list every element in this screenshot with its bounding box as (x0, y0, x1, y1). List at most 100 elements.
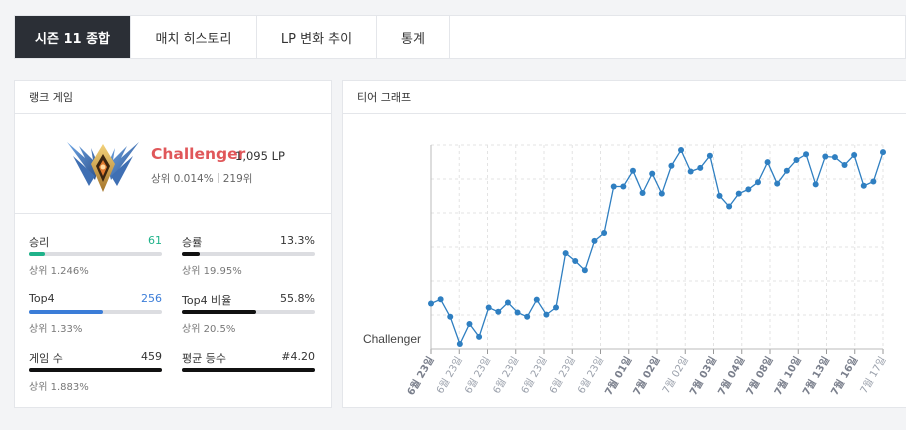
data-point (687, 168, 694, 175)
x-tick-label: 7월 01일 (602, 354, 635, 398)
data-point (735, 190, 742, 197)
stat-top4: Top4 256 상위 1.33% (29, 292, 162, 335)
data-point (678, 147, 685, 154)
data-point (841, 162, 848, 169)
data-point (697, 164, 704, 171)
stat-bar (29, 252, 162, 256)
tier-graph-title: 티어 그래프 (343, 81, 906, 114)
data-point (629, 167, 636, 174)
stat-value: 61 (148, 234, 162, 247)
x-tick-label: 7월 02일 (660, 355, 691, 396)
data-point (880, 149, 886, 156)
data-point (428, 300, 434, 307)
tab-bar: 시즌 11 종합 매치 히스토리 LP 변화 추이 통계 (14, 15, 906, 59)
data-point (610, 183, 617, 190)
stat-sub: 상위 20.5% (182, 324, 236, 335)
stat-value: 55.8% (280, 292, 315, 305)
data-point (860, 182, 867, 189)
x-tick-label: 6월 23일 (575, 355, 606, 396)
stat-top4-rate: Top4 비율 55.8% 상위 20.5% (182, 292, 315, 335)
tier-name: Challenger (151, 145, 246, 163)
data-point (783, 167, 790, 174)
stat-value: 256 (141, 292, 162, 305)
stat-label: Top4 (29, 292, 55, 305)
stat-label: Top4 비율 (182, 294, 232, 307)
data-point (581, 267, 588, 274)
stat-label: 승리 (29, 236, 50, 249)
x-tick-label: 7월 08일 (743, 354, 776, 398)
stat-bar-fill (29, 252, 45, 256)
stat-bar-fill (29, 310, 104, 314)
stat-bar (29, 368, 162, 372)
stat-bar-fill (182, 310, 257, 314)
x-tick-label: 6월 23일 (547, 355, 578, 396)
x-tick-label: 7월 16일 (828, 354, 861, 398)
stat-bar-fill (182, 252, 200, 256)
tier-rank-line: 상위 0.014% 219위 (151, 171, 252, 186)
stat-value: #4.20 (281, 350, 315, 363)
x-tick-label: 7월 10일 (771, 354, 804, 398)
data-point (706, 152, 713, 159)
stat-games: 게임 수 459 상위 1.883% (29, 350, 162, 393)
data-point (822, 153, 829, 160)
tab-lp-trend[interactable]: LP 변화 추이 (257, 16, 377, 58)
stat-bar (182, 252, 315, 256)
data-point (754, 179, 761, 186)
stat-bar (29, 310, 162, 314)
stat-wins: 승리 61 상위 1.246% (29, 234, 162, 277)
data-point (601, 230, 608, 237)
x-tick-label: 7월 02일 (630, 354, 663, 398)
ranked-game-panel: 랭크 게임 Challenger 1,095 LP 상위 0.014% 219위 (14, 80, 332, 408)
data-point (533, 296, 540, 303)
data-point (812, 181, 819, 188)
data-point (591, 237, 598, 244)
tab-statistics[interactable]: 통계 (377, 16, 450, 58)
stat-sub: 상위 1.246% (29, 266, 89, 277)
data-point (831, 154, 838, 161)
data-point (870, 178, 877, 185)
stat-bar (182, 310, 315, 314)
data-point (524, 313, 531, 320)
data-point (485, 304, 492, 311)
data-point (716, 192, 723, 199)
stat-sub: 상위 1.33% (29, 324, 83, 335)
rank-position: 219위 (222, 173, 253, 185)
tab-season-overview[interactable]: 시즌 11 종합 (15, 16, 131, 58)
data-point (476, 333, 483, 340)
data-point (658, 190, 665, 197)
data-point (456, 340, 463, 347)
x-tick-label: 7월 13일 (799, 354, 832, 398)
x-tick-label: 6월 23일 (462, 355, 493, 396)
data-point (726, 203, 733, 210)
stat-avg-placement: 평균 등수 #4.20 (182, 350, 315, 378)
data-point (543, 311, 550, 318)
challenger-emblem-icon (67, 142, 139, 192)
league-points: 1,095 LP (235, 149, 285, 163)
tab-match-history[interactable]: 매치 히스토리 (131, 16, 257, 58)
stat-sub: 상위 19.95% (182, 266, 242, 277)
x-tick-label: 6월 23일 (519, 355, 550, 396)
data-point (803, 151, 810, 158)
stat-winrate: 승률 13.3% 상위 19.95% (182, 234, 315, 277)
data-point (447, 313, 454, 320)
data-point (562, 250, 569, 257)
stat-label: 게임 수 (29, 352, 63, 365)
data-point (620, 183, 627, 190)
y-tick-label: Challenger (363, 332, 421, 346)
data-point (764, 159, 771, 166)
stat-label: 승률 (182, 236, 203, 249)
stat-sub: 상위 1.883% (29, 382, 89, 393)
stat-bar (182, 368, 315, 372)
stat-bar-fill (29, 368, 162, 372)
x-tick-label: 7월 04일 (715, 354, 748, 398)
data-point (504, 299, 511, 306)
divider (217, 173, 219, 183)
data-point (495, 308, 502, 315)
x-tick-label: 6월 23일 (491, 355, 522, 396)
data-point (649, 170, 656, 177)
stat-value: 459 (141, 350, 162, 363)
data-point (553, 304, 560, 311)
data-point (639, 189, 646, 196)
stat-value: 13.3% (280, 234, 315, 247)
